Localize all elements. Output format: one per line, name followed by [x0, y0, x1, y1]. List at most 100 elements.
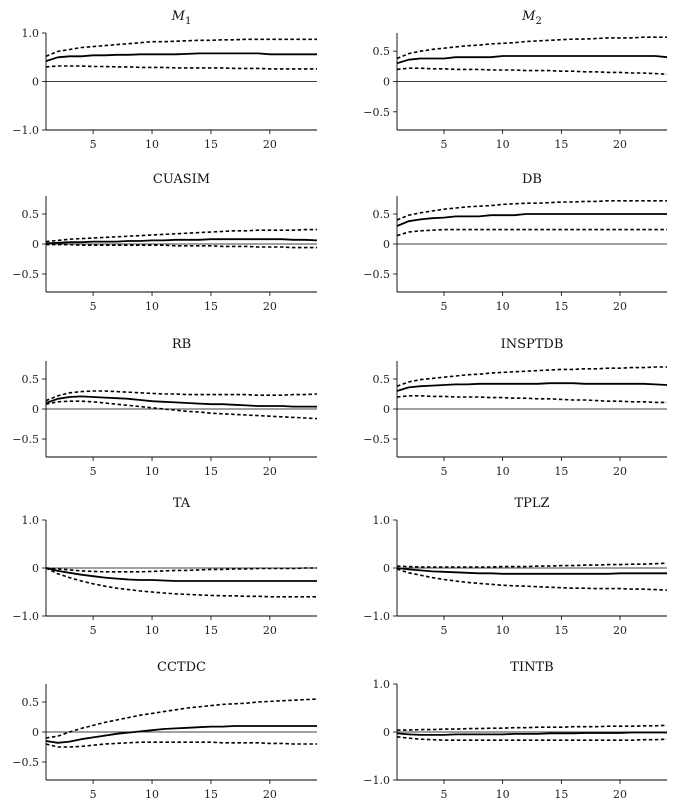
- y-tick-label: 0: [32, 76, 39, 89]
- y-tick-label: 0: [32, 238, 39, 251]
- y-tick-label: 1.0: [373, 514, 391, 527]
- series-upper-band: [45, 698, 318, 739]
- y-tick-label: 0: [32, 403, 39, 416]
- series-response: [396, 55, 668, 65]
- x-tick-label: 10: [145, 624, 159, 637]
- chart-title: CUASIM: [153, 172, 210, 187]
- x-tick-label: 15: [554, 788, 568, 801]
- x-tick-label: 20: [263, 788, 277, 801]
- y-tick-label: 1.0: [22, 27, 40, 40]
- x-tick-label: 20: [613, 624, 627, 637]
- x-tick-label: 10: [496, 138, 510, 151]
- chart-title: TA: [173, 496, 191, 511]
- chart-title: INSPTDB: [501, 337, 564, 352]
- chart-title: M2: [521, 9, 542, 27]
- panel-m1: M1 −1.0 0 1.0 5 10 15 20: [12, 9, 317, 151]
- x-tick-label: 5: [440, 138, 447, 151]
- x-tick-label: 5: [90, 300, 97, 313]
- series-response: [45, 567, 317, 582]
- y-tick-label: 0: [383, 238, 390, 251]
- chart-title-main: DB: [522, 172, 542, 187]
- chart-title-main: M: [171, 9, 186, 24]
- x-tick-label: 10: [496, 624, 510, 637]
- x-tick-label: 5: [90, 624, 97, 637]
- series-lower-band: [46, 243, 317, 249]
- series-response: [396, 567, 667, 575]
- x-tick-label: 20: [613, 300, 627, 313]
- x-tick-label: 20: [613, 465, 627, 478]
- series-lower-band: [396, 736, 668, 742]
- x-tick-label: 5: [90, 465, 97, 478]
- y-tick-label: 0.5: [373, 208, 391, 221]
- panel-db: DB −0.5 0 0.5 5 10 15 20: [363, 172, 667, 313]
- y-tick-label: −0.5: [363, 433, 390, 446]
- y-tick-label: −0.5: [12, 756, 39, 769]
- chart-title-main: TPLZ: [514, 496, 549, 511]
- x-tick-label: 15: [204, 138, 218, 151]
- y-tick-label: 0: [383, 562, 390, 575]
- y-tick-label: 0.5: [22, 208, 40, 221]
- series-response: [45, 725, 317, 744]
- series-upper-band: [397, 724, 668, 731]
- series-lower-band: [45, 741, 317, 748]
- series-response: [45, 238, 318, 245]
- series-upper-band: [396, 562, 668, 568]
- x-tick-label: 15: [204, 624, 218, 637]
- x-tick-label: 15: [554, 138, 568, 151]
- series-response: [45, 395, 317, 408]
- chart-title-subscript: 2: [535, 16, 541, 27]
- y-tick-label: −1.0: [12, 610, 39, 623]
- x-tick-label: 5: [440, 465, 447, 478]
- x-tick-label: 15: [204, 788, 218, 801]
- y-tick-label: −1.0: [363, 610, 390, 623]
- x-tick-label: 10: [496, 465, 510, 478]
- x-tick-label: 10: [145, 788, 159, 801]
- chart-title-main: RB: [172, 337, 191, 352]
- series-lower-band: [396, 67, 668, 75]
- x-tick-label: 5: [440, 624, 447, 637]
- chart-title-main: TINTB: [510, 660, 553, 675]
- y-tick-label: 0.5: [22, 373, 40, 386]
- series-response: [45, 52, 317, 62]
- y-tick-label: 0: [32, 726, 39, 739]
- series-response: [396, 382, 668, 392]
- series-lower-band: [396, 394, 667, 404]
- y-tick-label: 0: [383, 403, 390, 416]
- chart-title-main: INSPTDB: [501, 337, 564, 352]
- panel-tplz: TPLZ −1.0 0 1.0 5 10 15 20: [363, 496, 668, 637]
- chart-title-main: CUASIM: [153, 172, 210, 187]
- series-lower-band: [45, 400, 318, 420]
- x-tick-label: 10: [145, 300, 159, 313]
- y-tick-label: −1.0: [12, 124, 39, 137]
- chart-title-main: CCTDC: [157, 660, 206, 675]
- x-tick-label: 15: [554, 300, 568, 313]
- chart-title: RB: [172, 337, 191, 352]
- chart-title: TINTB: [510, 660, 553, 675]
- chart-title: CCTDC: [157, 660, 206, 675]
- y-tick-label: 0: [32, 562, 39, 575]
- panel-cuasim: CUASIM −0.5 0 0.5 5 10 15 20: [12, 172, 318, 313]
- x-tick-label: 15: [204, 465, 218, 478]
- x-tick-label: 20: [263, 300, 277, 313]
- y-tick-label: −0.5: [363, 268, 390, 281]
- series-upper-band: [45, 228, 317, 243]
- x-tick-label: 20: [263, 465, 277, 478]
- x-tick-label: 5: [440, 300, 447, 313]
- series-response: [396, 213, 667, 227]
- x-tick-label: 5: [440, 788, 447, 801]
- x-tick-label: 15: [554, 465, 568, 478]
- y-tick-label: 1.0: [22, 514, 40, 527]
- chart-title: DB: [522, 172, 542, 187]
- x-tick-label: 5: [90, 138, 97, 151]
- chart-title-subscript: 1: [185, 16, 191, 27]
- y-tick-label: −0.5: [363, 106, 390, 119]
- y-tick-label: 0: [383, 726, 390, 739]
- chart-title-main: M: [521, 9, 536, 24]
- series-lower-band: [45, 65, 317, 70]
- y-tick-label: −0.5: [12, 433, 39, 446]
- x-tick-label: 20: [613, 138, 627, 151]
- x-tick-label: 5: [90, 788, 97, 801]
- panel-rb: RB −0.5 0 0.5 5 10 15 20: [12, 337, 318, 478]
- chart-title: M1: [171, 9, 192, 27]
